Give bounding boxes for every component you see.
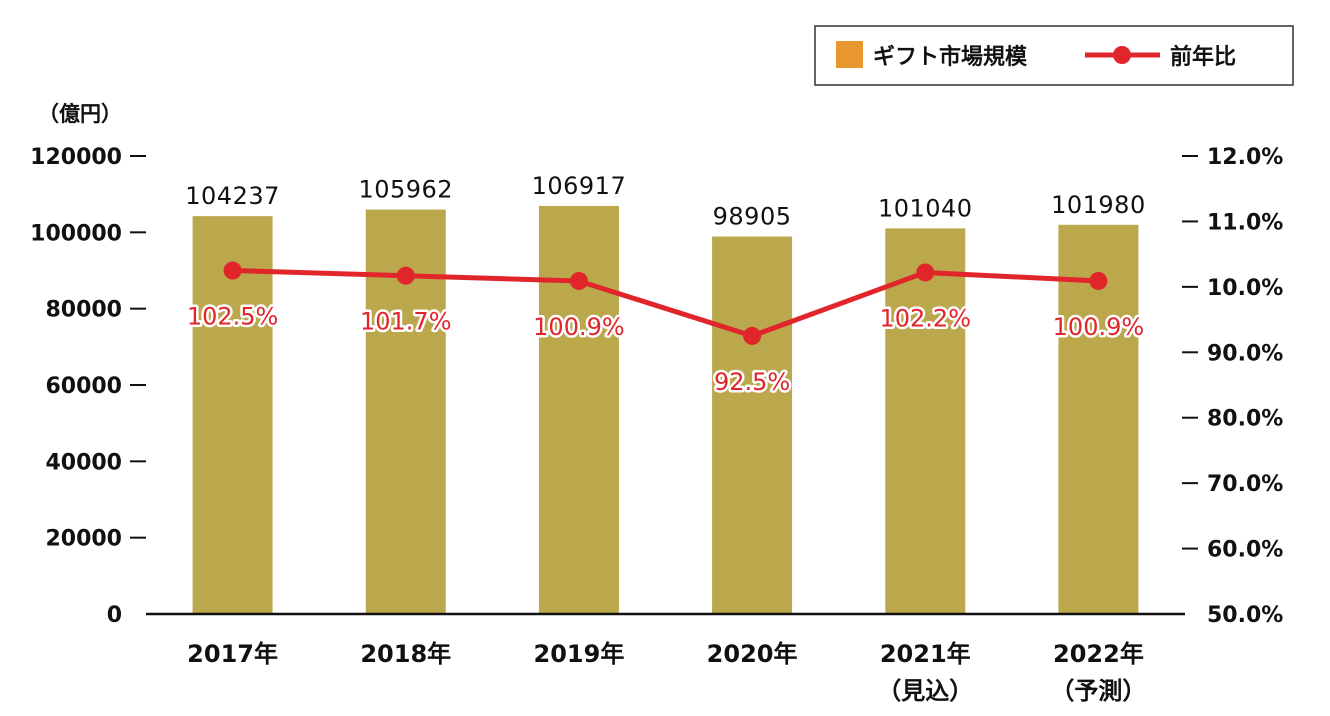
y-axis-unit: （億円） [38, 102, 122, 126]
line-point [223, 261, 242, 280]
y2-tick-label: 12.0% [1207, 145, 1283, 170]
line-point [743, 326, 762, 345]
legend-bar-label: ギフト市場規模 [873, 44, 1028, 70]
y-tick-label: 60000 [45, 374, 122, 399]
y2-tick-label: 11.0% [1207, 210, 1283, 235]
y-tick-label: 0 [107, 603, 122, 628]
x-category-label: 2018年 [360, 640, 451, 668]
bar-value-labels: 104237 105962 106917 98905 101040 101980 [185, 172, 1145, 231]
y2-tick-label: 50.0% [1207, 603, 1283, 628]
line-value-label: 101.7% [360, 308, 452, 336]
bar-value-label: 101040 [878, 194, 973, 222]
line-point [569, 271, 588, 290]
x-category-note: （予測） [1050, 677, 1146, 705]
bar-value-label: 104237 [185, 182, 280, 210]
bar [192, 216, 273, 614]
x-category-label: 2022年 [1053, 640, 1144, 668]
legend-line-label: 前年比 [1170, 44, 1236, 70]
line-value-label: 92.5% [714, 368, 790, 396]
legend-bar-swatch [836, 41, 863, 68]
x-axis-categories: 2017年 2018年 2019年 2020年 2021年 （見込） 2022年 （予測） [187, 640, 1146, 705]
y-axis-left: 0 20000 40000 60000 80000 100000 120000 [30, 145, 146, 628]
bar [538, 205, 619, 614]
legend-line-marker [1113, 46, 1131, 64]
legend-box [814, 25, 1294, 86]
x-category-label: 2021年 [880, 640, 971, 668]
y-tick-label: 120000 [30, 145, 122, 170]
x-category-label: 2017年 [187, 640, 278, 668]
y-tick-label: 20000 [45, 527, 122, 552]
line-value-label: 102.5% [187, 303, 279, 331]
line-value-label: 100.9% [1053, 313, 1145, 341]
y-tick-label: 80000 [45, 298, 122, 323]
bar [712, 236, 793, 615]
y-axis-right: 50.0% 60.0% 70.0% 80.0% 90.0% 10.0% 11.0% 12.0% [1182, 145, 1283, 628]
line-path [232, 268, 1099, 339]
bar-value-label: 105962 [358, 176, 453, 204]
y2-tick-label: 10.0% [1207, 276, 1283, 301]
y2-tick-label: 90.0% [1207, 341, 1283, 366]
line-point [396, 266, 415, 285]
bar-value-label: 106917 [532, 172, 627, 200]
line-value-label: 100.9% [533, 313, 625, 341]
line-point [1089, 271, 1108, 290]
line-point [916, 263, 935, 282]
bar-value-label: 101980 [1051, 191, 1146, 219]
bar [885, 228, 966, 614]
legend: ギフト市場規模 前年比 [814, 25, 1294, 86]
x-category-label: 2019年 [534, 640, 625, 668]
y2-tick-label: 60.0% [1207, 538, 1283, 563]
bar-series [192, 205, 1139, 615]
x-category-label: 2020年 [707, 640, 798, 668]
bar-value-label: 98905 [713, 203, 792, 231]
x-category-note: （見込） [877, 677, 973, 705]
line-value-label: 102.2% [879, 304, 971, 332]
line-series: 102.5% 101.7% 100.9% 92.5% 102.2% 100.9% [184, 261, 1147, 398]
y-tick-label: 40000 [45, 450, 122, 475]
y-tick-label: 100000 [30, 221, 122, 246]
y2-tick-label: 70.0% [1207, 472, 1283, 497]
y2-tick-label: 80.0% [1207, 407, 1283, 432]
